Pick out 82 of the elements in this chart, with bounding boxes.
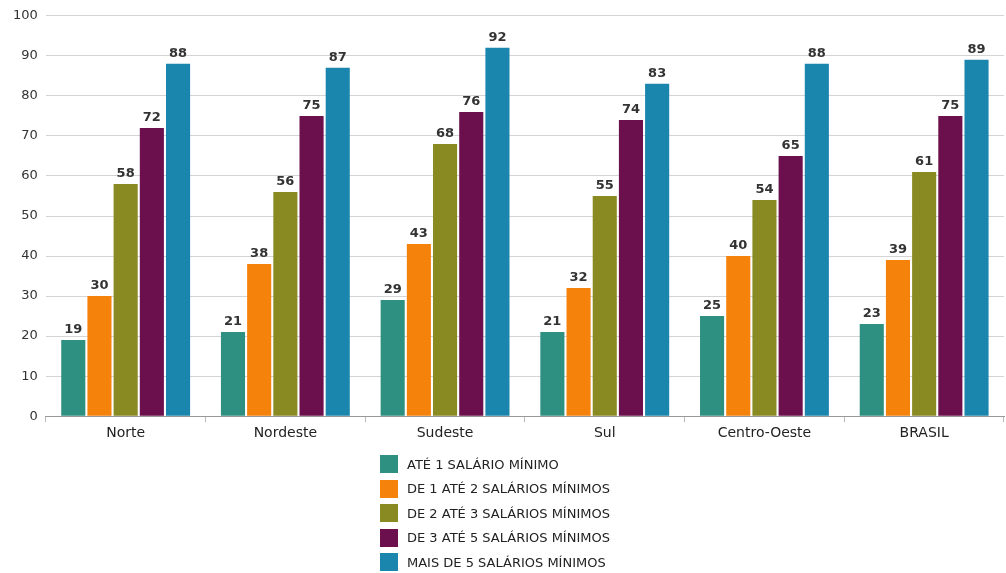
data-label: 56 [276, 172, 295, 188]
data-label: 19 [64, 321, 83, 336]
bar [406, 244, 431, 416]
legend-label: ATÉ 1 SALÁRIO MÍNIMO [407, 456, 559, 472]
bar [61, 340, 86, 416]
data-label: 54 [755, 180, 774, 196]
bar [273, 191, 298, 416]
y-tick-label: 20 [21, 327, 38, 343]
bar [325, 67, 350, 416]
bar [540, 332, 565, 416]
bar [618, 119, 643, 416]
bar [885, 260, 911, 416]
data-label: 58 [116, 164, 135, 180]
data-label: 29 [383, 280, 402, 296]
bar [912, 171, 937, 416]
data-label: 25 [703, 296, 722, 312]
bar [938, 115, 963, 416]
bar [87, 296, 112, 416]
data-label: 76 [462, 92, 481, 108]
data-label: 87 [328, 48, 347, 64]
y-tick-label: 60 [21, 167, 38, 183]
data-label: 30 [90, 276, 109, 292]
x-tick-label: Sudeste [416, 424, 474, 441]
bar [804, 63, 829, 416]
bar [220, 332, 246, 416]
data-label: 88 [807, 44, 826, 60]
data-label: 23 [862, 304, 881, 320]
legend-label: MAIS DE 5 SALÁRIOS MÍNIMOS [407, 554, 606, 570]
y-tick-label: 80 [21, 87, 38, 103]
bar [645, 83, 670, 416]
data-label: 72 [142, 108, 161, 124]
data-label: 43 [409, 224, 428, 240]
x-tick-label: Sul [593, 424, 616, 441]
data-label: 68 [436, 124, 455, 140]
bar [726, 256, 751, 416]
bar [566, 288, 591, 416]
data-label: 21 [223, 312, 243, 328]
bar [778, 155, 803, 416]
data-label: 40 [729, 236, 748, 252]
y-tick-label: 50 [21, 207, 38, 223]
x-tick-label: Centro-Oeste [717, 424, 812, 441]
data-label: 88 [169, 44, 188, 60]
bar [859, 324, 884, 416]
data-label: 75 [941, 96, 960, 112]
bar [700, 316, 725, 416]
data-label: 92 [488, 28, 507, 44]
legend-label: DE 2 ATÉ 3 SALÁRIOS MÍNIMOS [407, 505, 610, 521]
data-label: 38 [250, 244, 269, 260]
x-tick-label: Nordeste [253, 424, 318, 441]
bar [459, 111, 484, 416]
data-label: 89 [967, 40, 986, 56]
y-tick-label: 10 [21, 367, 38, 383]
x-tick-label: Norte [106, 424, 146, 441]
data-label: 32 [569, 268, 588, 284]
y-tick-label: 70 [21, 127, 38, 143]
data-label: 74 [621, 100, 640, 116]
y-tick-label: 90 [21, 47, 38, 63]
data-label: 55 [595, 176, 614, 192]
data-label: 39 [888, 240, 908, 256]
x-tick-label: BRASIL [899, 424, 949, 441]
bar [592, 195, 617, 416]
bar [752, 199, 777, 416]
legend-label: DE 1 ATÉ 2 SALÁRIOS MÍNIMOS [407, 481, 610, 497]
data-label: 61 [915, 152, 934, 168]
bar [485, 47, 510, 416]
y-tick-label: 100 [12, 7, 38, 23]
bar [247, 264, 272, 416]
bar [139, 127, 164, 416]
bar [380, 300, 405, 416]
data-label: 21 [543, 312, 562, 328]
y-tick-label: 0 [29, 407, 38, 423]
bar [299, 115, 324, 416]
legend-label: DE 3 ATÉ 5 SALÁRIOS MÍNIMOS [407, 530, 610, 546]
y-tick-label: 40 [21, 247, 38, 263]
bar [433, 143, 458, 416]
bar [113, 183, 138, 416]
data-label: 65 [781, 136, 800, 152]
data-label: 83 [648, 64, 667, 80]
bar [166, 63, 191, 416]
bar [964, 59, 989, 416]
data-label: 75 [302, 96, 321, 112]
y-tick-label: 30 [21, 287, 38, 303]
